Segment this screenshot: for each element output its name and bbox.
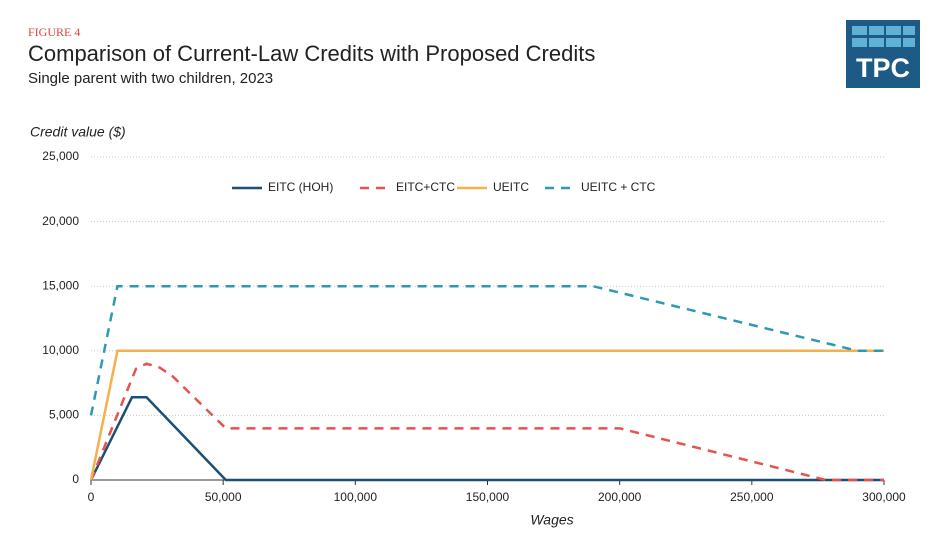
series-line xyxy=(89,284,884,416)
logo-text: TPC xyxy=(856,53,910,83)
legend-label: UEITC xyxy=(493,180,529,194)
legend-label: UEITC + CTC xyxy=(581,180,656,194)
x-tick-label: 50,000 xyxy=(205,490,242,504)
chart-title: Comparison of Current-Law Credits with P… xyxy=(28,41,595,66)
y-tick-label: 5,000 xyxy=(49,408,79,422)
x-tick-label: 250,000 xyxy=(730,490,774,504)
y-tick-label: 10,000 xyxy=(42,343,79,357)
x-tick-label: 200,000 xyxy=(598,490,642,504)
x-tick-label: 150,000 xyxy=(466,490,510,504)
legend-label: EITC (HOH) xyxy=(268,180,333,194)
series-line xyxy=(89,396,884,482)
x-tick-label: 0 xyxy=(88,490,95,504)
x-axis-label: Wages xyxy=(530,512,573,528)
y-tick-label: 25,000 xyxy=(42,149,79,163)
y-tick-label: 0 xyxy=(72,472,79,486)
chart-subtitle: Single parent with two children, 2023 xyxy=(28,70,273,87)
x-tick-label: 300,000 xyxy=(862,490,906,504)
legend-label: EITC+CTC xyxy=(396,180,455,194)
figure-label: FIGURE 4 xyxy=(28,25,80,39)
y-tick-label: 20,000 xyxy=(42,214,79,228)
logo: TPC xyxy=(846,20,920,88)
y-axis-label: Credit value ($) xyxy=(30,124,126,140)
series-line xyxy=(89,362,884,482)
x-tick-label: 100,000 xyxy=(334,490,378,504)
y-tick-label: 15,000 xyxy=(42,278,79,292)
series-line xyxy=(89,349,884,481)
